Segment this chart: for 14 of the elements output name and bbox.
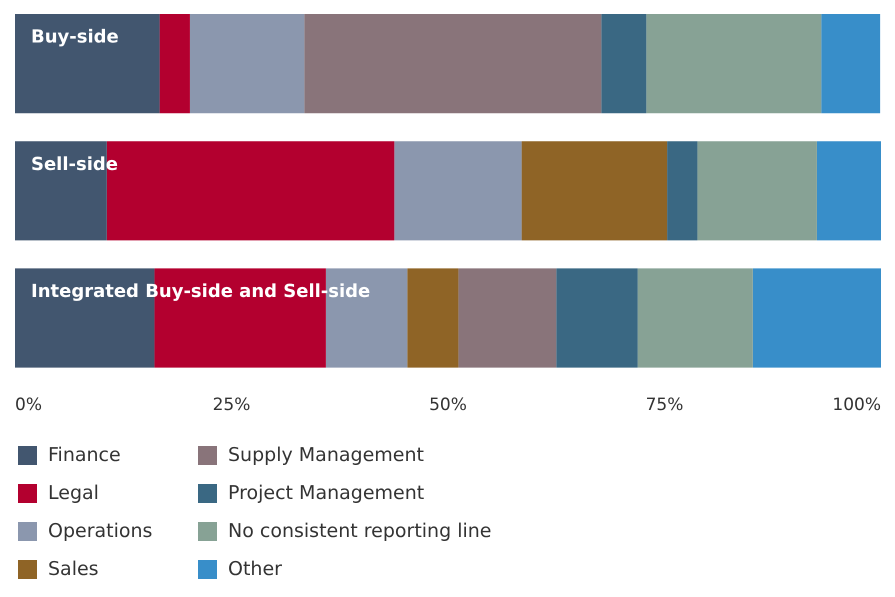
legend-label: Operations bbox=[48, 520, 152, 542]
legend-label: Sales bbox=[48, 558, 99, 580]
legend-label: No consistent reporting line bbox=[228, 520, 492, 542]
x-tick-label: 0% bbox=[15, 395, 42, 416]
x-tick-label: 50% bbox=[429, 395, 467, 416]
legend-label: Project Management bbox=[228, 482, 424, 504]
x-tick-label: 100% bbox=[832, 395, 881, 416]
y-tick-label: Buy-side bbox=[31, 26, 119, 48]
legend-label: Other bbox=[228, 558, 282, 580]
legend-label: Supply Management bbox=[228, 444, 424, 466]
legend-label: Legal bbox=[48, 482, 99, 504]
x-tick-label: 75% bbox=[646, 395, 684, 416]
x-tick-label: 25% bbox=[212, 395, 250, 416]
legend-label: Finance bbox=[48, 444, 121, 466]
